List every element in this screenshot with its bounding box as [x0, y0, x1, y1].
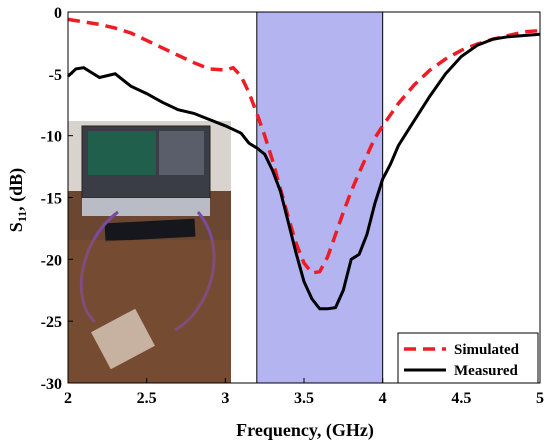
y-tick-label: -25 [41, 314, 62, 331]
inset-photo [68, 121, 231, 383]
x-axis-ticks: 2 2.5 3 3.5 4 4.5 5 [64, 378, 544, 407]
x-tick-label: 4.5 [451, 390, 471, 407]
y-axis-label-main: S [6, 222, 26, 232]
y-tick-label: 0 [54, 5, 62, 22]
x-tick-label: 3 [221, 390, 229, 407]
x-tick-label: 4 [379, 390, 387, 407]
y-tick-label: -20 [41, 252, 62, 269]
x-tick-label: 2.5 [137, 390, 157, 407]
series-measured-line [66, 32, 541, 311]
x-axis-label: Frequency, (GHz) [236, 420, 374, 441]
series-simulated-line [67, 17, 541, 275]
x-tick-label: 3.5 [294, 390, 314, 407]
x-tick-label: 5 [536, 390, 544, 407]
y-tick-label: -5 [49, 67, 62, 84]
x-tick-label: 2 [64, 390, 72, 407]
legend-label-measured: Measured [454, 363, 519, 379]
highlight-band [256, 11, 384, 384]
y-tick-label: -30 [41, 376, 62, 393]
y-tick-label: -15 [41, 191, 62, 208]
y-tick-label: -10 [41, 129, 62, 146]
legend-label-simulated: Simulated [454, 342, 520, 358]
y-axis-label-rest: , (dB) [6, 168, 27, 211]
legend: Simulated Measured [397, 332, 539, 384]
y-axis-ticks: 0 -5 -10 -15 -20 -25 -30 [41, 5, 73, 393]
y-axis-label-sub: 11 [15, 211, 29, 222]
y-axis-label: S11, (dB) [6, 168, 29, 232]
